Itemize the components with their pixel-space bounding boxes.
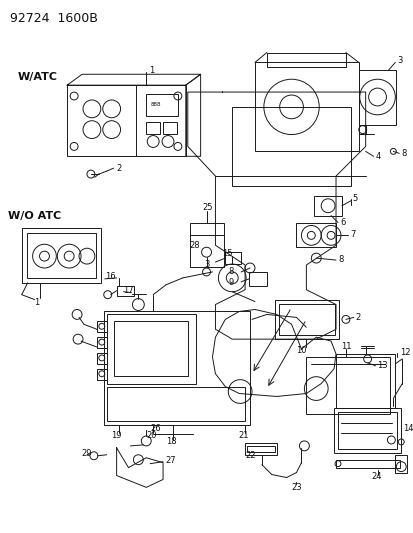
Text: 28: 28 bbox=[189, 241, 200, 250]
Text: 23: 23 bbox=[291, 483, 301, 492]
Text: 19: 19 bbox=[110, 432, 121, 440]
Bar bbox=[22, 229, 100, 283]
Bar bbox=[274, 300, 338, 339]
Text: 10: 10 bbox=[296, 345, 306, 354]
Bar bbox=[26, 233, 96, 278]
Text: 5: 5 bbox=[352, 195, 357, 203]
Bar bbox=[244, 443, 276, 455]
Bar bbox=[163, 122, 176, 134]
Text: 14: 14 bbox=[402, 424, 413, 433]
Text: 7: 7 bbox=[349, 230, 354, 239]
Bar bbox=[146, 122, 160, 134]
Bar bbox=[107, 386, 244, 421]
Bar bbox=[296, 222, 335, 247]
Bar bbox=[249, 272, 266, 286]
Text: 888: 888 bbox=[150, 102, 160, 108]
Bar bbox=[358, 70, 395, 125]
Text: 21: 21 bbox=[237, 432, 248, 440]
Bar bbox=[333, 408, 400, 453]
Text: 8: 8 bbox=[337, 255, 342, 264]
Bar bbox=[116, 286, 134, 296]
Text: W/O ATC: W/O ATC bbox=[8, 211, 61, 221]
Bar bbox=[225, 252, 240, 264]
Bar bbox=[335, 459, 399, 467]
Text: 15: 15 bbox=[222, 249, 232, 257]
Text: 92724  1600B: 92724 1600B bbox=[10, 12, 97, 26]
Text: 3: 3 bbox=[396, 56, 402, 65]
Text: 12: 12 bbox=[399, 349, 410, 358]
Bar bbox=[254, 62, 358, 151]
Text: 27: 27 bbox=[165, 456, 175, 465]
Text: 22: 22 bbox=[244, 451, 255, 461]
Text: 26: 26 bbox=[150, 424, 161, 433]
Text: 2: 2 bbox=[355, 313, 360, 322]
Text: 4: 4 bbox=[375, 152, 380, 161]
Text: 24: 24 bbox=[371, 472, 381, 481]
Bar bbox=[114, 321, 188, 376]
Text: 3: 3 bbox=[204, 260, 209, 269]
Text: 16: 16 bbox=[104, 272, 115, 281]
Bar bbox=[337, 412, 396, 449]
Text: 8: 8 bbox=[228, 268, 234, 277]
Bar bbox=[335, 354, 394, 408]
Text: 1: 1 bbox=[35, 298, 40, 307]
Bar bbox=[97, 321, 107, 332]
Text: 9: 9 bbox=[228, 278, 234, 287]
Bar bbox=[394, 455, 406, 473]
Text: 11: 11 bbox=[340, 342, 351, 351]
Bar bbox=[97, 337, 107, 348]
Text: 29: 29 bbox=[81, 449, 91, 458]
Bar bbox=[97, 369, 107, 379]
Text: 1: 1 bbox=[149, 66, 154, 75]
Bar bbox=[232, 107, 350, 186]
Bar bbox=[306, 357, 389, 414]
Text: 6: 6 bbox=[339, 218, 344, 227]
Text: 25: 25 bbox=[202, 203, 213, 212]
Bar bbox=[67, 85, 185, 156]
Bar bbox=[146, 94, 178, 116]
Text: 13: 13 bbox=[377, 361, 387, 370]
Bar bbox=[107, 314, 195, 384]
Bar bbox=[189, 222, 224, 267]
Text: W/ATC: W/ATC bbox=[18, 72, 58, 82]
Text: 20: 20 bbox=[146, 432, 157, 440]
Bar bbox=[97, 353, 107, 364]
Text: 2: 2 bbox=[116, 164, 121, 173]
Bar bbox=[104, 311, 249, 425]
Text: 17: 17 bbox=[123, 286, 134, 295]
Text: 8: 8 bbox=[400, 149, 406, 158]
Bar bbox=[278, 304, 334, 335]
Bar bbox=[266, 53, 345, 67]
Text: 18: 18 bbox=[166, 438, 176, 447]
Bar bbox=[313, 196, 341, 216]
Bar bbox=[247, 446, 274, 452]
